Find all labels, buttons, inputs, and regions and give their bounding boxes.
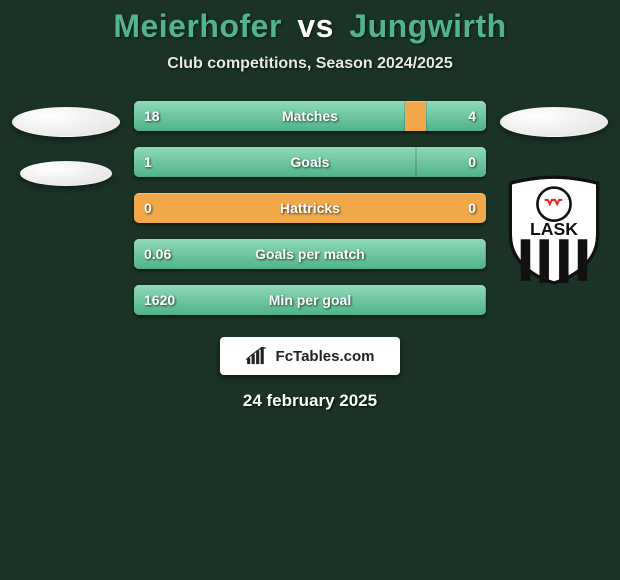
stat-label: Goals: [134, 147, 486, 177]
right-avatar-column: LASK: [494, 101, 614, 285]
player2-club-badge: LASK: [502, 173, 606, 285]
stat-label: Goals per match: [134, 239, 486, 269]
player2-name: Jungwirth: [349, 8, 506, 44]
left-avatar-column: [6, 101, 126, 186]
bar-chart-icon: [246, 347, 268, 365]
stat-label: Matches: [134, 101, 486, 131]
player2-avatar-placeholder: [500, 107, 608, 137]
fctables-card: FcTables.com: [220, 337, 401, 375]
stat-value-right: 4: [468, 101, 476, 131]
stat-value-right: 0: [468, 193, 476, 223]
date: 24 february 2025: [243, 391, 377, 411]
player1-club-placeholder: [20, 161, 112, 186]
stat-bar: 18Matches4: [134, 101, 486, 131]
stat-value-right: 0: [468, 147, 476, 177]
comparison-title: Meierhofer vs Jungwirth: [0, 8, 620, 45]
badge-text: LASK: [530, 219, 578, 239]
stat-bar: 1Goals0: [134, 147, 486, 177]
player1-name: Meierhofer: [113, 8, 282, 44]
stat-label: Hattricks: [134, 193, 486, 223]
fctables-label: FcTables.com: [276, 348, 375, 365]
stat-label: Min per goal: [134, 285, 486, 315]
stat-bar: 0.06Goals per match: [134, 239, 486, 269]
vs-text: vs: [297, 8, 334, 44]
stat-bar: 0Hattricks0: [134, 193, 486, 223]
stat-bars: 18Matches41Goals00Hattricks00.06Goals pe…: [126, 101, 494, 315]
subtitle: Club competitions, Season 2024/2025: [0, 55, 620, 73]
stat-bar: 1620Min per goal: [134, 285, 486, 315]
player1-avatar-placeholder: [12, 107, 120, 137]
